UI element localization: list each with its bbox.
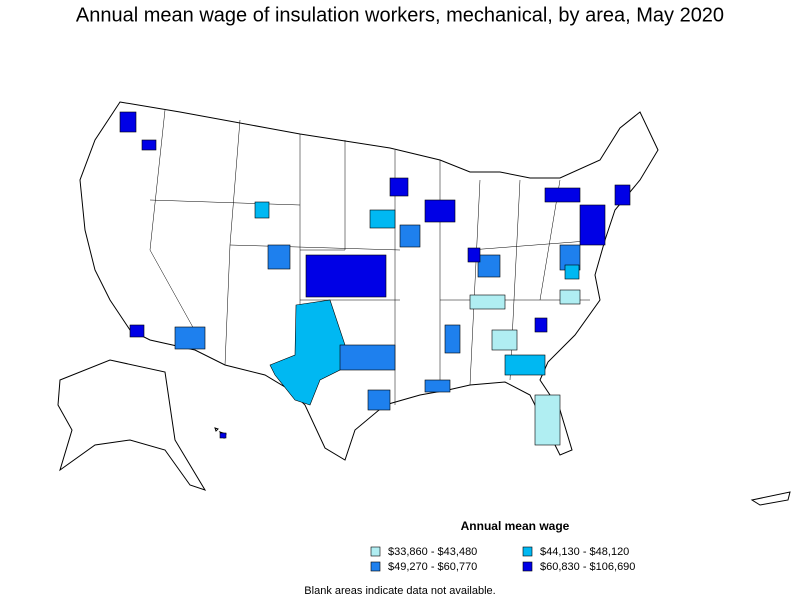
legend-label: $60,830 - $106,690: [540, 561, 635, 573]
legend-swatch: [522, 546, 533, 557]
area: [579, 204, 606, 246]
area: [399, 224, 421, 248]
area: [129, 324, 145, 338]
area: [119, 111, 137, 133]
legend-swatch: [522, 561, 533, 572]
area: [559, 289, 581, 305]
area: [534, 394, 561, 446]
area: [444, 324, 461, 354]
area: [367, 389, 391, 411]
area: [469, 294, 506, 310]
area: [491, 329, 518, 351]
legend-label: $49,270 - $60,770: [388, 561, 477, 573]
footnote: Blank areas indicate data not available.: [304, 585, 495, 597]
area: [467, 247, 481, 263]
legend-label: $44,130 - $48,120: [540, 546, 629, 558]
legend: $33,860 - $43,480 $44,130 - $48,120 $49,27…: [370, 546, 635, 573]
legend-swatch: [370, 546, 381, 557]
area: [305, 254, 387, 298]
area: [544, 187, 581, 203]
map: [57, 101, 791, 506]
area: [339, 344, 396, 371]
area: [564, 264, 580, 280]
area: [614, 184, 631, 206]
area: [424, 199, 456, 223]
area: [534, 317, 548, 333]
area: [141, 139, 157, 151]
area: [477, 254, 501, 278]
area: [219, 432, 227, 439]
area: [369, 209, 396, 229]
area: [267, 244, 291, 270]
map-title: Annual mean wage of insulation workers, …: [76, 4, 724, 26]
puerto-rico: [750, 491, 791, 506]
legend-swatch: [370, 561, 381, 572]
area: [424, 379, 451, 393]
state-borders: [149, 109, 601, 405]
area: [389, 177, 409, 197]
alaska: [57, 359, 207, 491]
legend-label: $33,860 - $43,480: [388, 546, 477, 558]
area: [254, 201, 270, 219]
area: [269, 299, 346, 406]
area: [174, 326, 206, 350]
legend-title: Annual mean wage: [461, 519, 570, 533]
area: [504, 354, 546, 376]
